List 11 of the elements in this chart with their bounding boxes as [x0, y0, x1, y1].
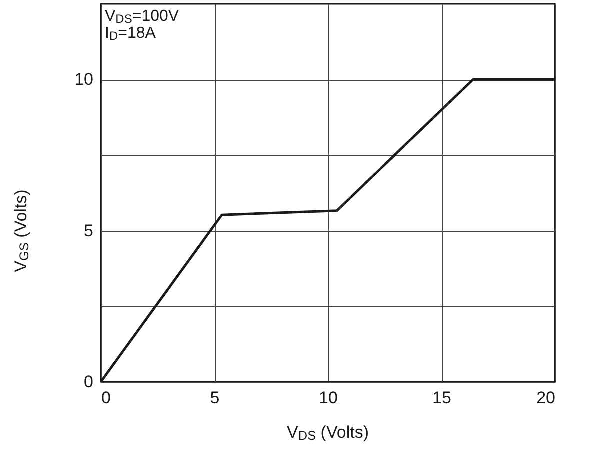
- x-tick-label: 0: [102, 388, 111, 408]
- annotation: V$_{DS}$=100V: [105, 8, 180, 26]
- y-tick-label: 10: [74, 70, 94, 90]
- x-tick-label: 15: [432, 388, 452, 408]
- x-tick-label: 10: [319, 388, 338, 408]
- x-tick-label: 20: [536, 388, 556, 408]
- annotation: I$_{D}$=18A: [105, 24, 157, 43]
- y-tick-label: 0: [84, 372, 94, 392]
- x-tick-label: 5: [210, 388, 220, 408]
- x-axis-title: V$_{DS}$ (Volts): [287, 423, 369, 443]
- y-tick-label: 5: [84, 221, 94, 240]
